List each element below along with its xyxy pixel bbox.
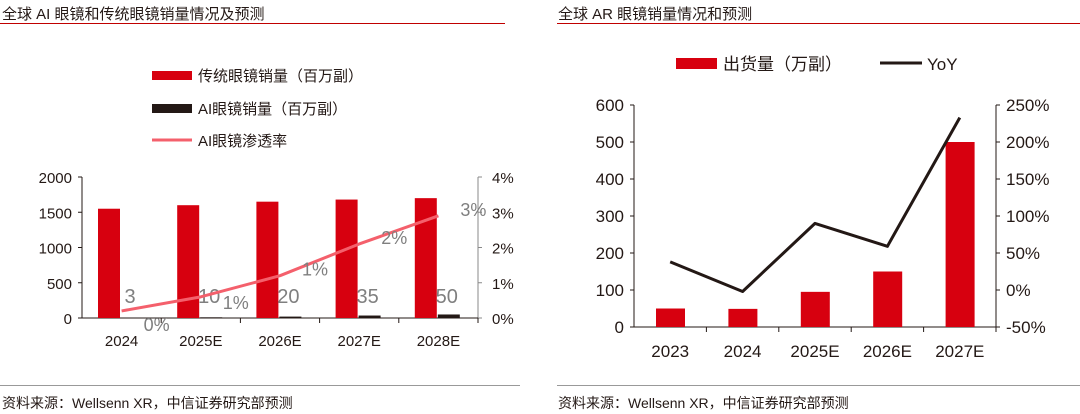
right-right-tick-label: -50% xyxy=(1006,318,1046,337)
right-right-tick-label: 200% xyxy=(1006,133,1049,152)
left-bar-main xyxy=(256,201,279,318)
right-x-tick-label: 2027E xyxy=(935,342,984,361)
legend-swatch-traditional xyxy=(152,71,192,80)
right-right-tick-label: 0% xyxy=(1006,281,1031,300)
left-left-tick-label: 2000 xyxy=(39,170,72,187)
left-left-tick-label: 1500 xyxy=(39,205,72,222)
left-line-data-label: 0% xyxy=(144,315,170,335)
right-source-rule xyxy=(557,385,1080,386)
right-right-tick-label: 100% xyxy=(1006,207,1049,226)
left-x-tick-label: 2026E xyxy=(258,333,301,350)
left-chart-title: 全球 AI 眼镜和传统眼镜销量情况及预测 xyxy=(2,6,265,23)
right-right-tick-label: 250% xyxy=(1006,96,1049,115)
right-bar-main xyxy=(800,291,830,327)
right-left-tick-label: 300 xyxy=(596,207,624,226)
right-x-tick-label: 2023 xyxy=(651,342,689,361)
right-right-tick-label: 150% xyxy=(1006,170,1049,189)
left-bar-data-label: 10 xyxy=(198,286,220,308)
left-bar-data-label: 20 xyxy=(277,286,299,308)
left-x-tick-label: 2028E xyxy=(417,333,460,350)
left-line-data-label: 1% xyxy=(302,260,328,280)
legend-label-penetration: AI眼镜渗透率 xyxy=(198,132,287,150)
left-line-data-label: 2% xyxy=(381,228,407,248)
right-bar-main xyxy=(728,308,758,327)
legend-label-yoy: YoY xyxy=(927,55,958,74)
right-source: 资料来源：Wellsenn XR，中信证券研究部预测 xyxy=(558,395,849,411)
right-bar-main xyxy=(656,308,685,327)
left-bar-data-label: 50 xyxy=(436,286,458,308)
right-chart-title: 全球 AR 眼镜销量情况和预测 xyxy=(558,6,753,23)
legend-swatch-ai-sales xyxy=(152,104,192,113)
left-right-tick-label: 1% xyxy=(492,276,514,293)
left-line-data-label: 3% xyxy=(460,200,486,220)
right-line-YoY xyxy=(669,116,962,293)
right-x-tick-label: 2024 xyxy=(724,342,762,361)
left-line-data-label: 1% xyxy=(223,293,249,313)
right-x-tick-label: 2025E xyxy=(790,342,839,361)
right-left-tick-label: 200 xyxy=(596,244,624,263)
right-x-tick-label: 2026E xyxy=(863,342,912,361)
right-left-tick-label: 500 xyxy=(596,133,624,152)
right-bar-main xyxy=(873,271,903,327)
left-bar-ai xyxy=(358,315,381,318)
right-left-tick-label: 400 xyxy=(596,170,624,189)
right-left-tick-label: 100 xyxy=(596,281,624,300)
left-source-rule xyxy=(0,385,520,386)
left-bar-main xyxy=(335,199,358,318)
left-source: 资料来源：Wellsenn XR，中信证券研究部预测 xyxy=(2,395,293,411)
left-x-tick-label: 2027E xyxy=(338,333,381,350)
left-bar-main xyxy=(414,198,437,318)
left-bar-main xyxy=(98,208,120,318)
legend-label-shipments: 出货量（万副） xyxy=(723,55,842,74)
legend-label-ai-sales: AI眼镜销量（百万副） xyxy=(198,100,347,118)
left-left-tick-label: 1000 xyxy=(39,241,72,258)
right-left-tick-label: 0 xyxy=(615,318,624,337)
right-title-rule xyxy=(557,23,1080,24)
right-left-tick-label: 600 xyxy=(596,96,624,115)
left-left-tick-label: 500 xyxy=(47,276,72,293)
left-bar-data-label: 35 xyxy=(356,286,378,308)
legend-label-traditional: 传统眼镜销量（百万副） xyxy=(198,67,363,85)
left-bar-ai xyxy=(279,316,302,318)
right-right-tick-label: 50% xyxy=(1006,244,1040,263)
left-right-tick-label: 2% xyxy=(492,241,514,258)
left-x-tick-label: 2024 xyxy=(105,333,138,350)
left-left-tick-label: 0 xyxy=(64,311,72,328)
left-bar-ai xyxy=(437,314,460,318)
left-title-rule xyxy=(0,23,505,24)
left-bar-main xyxy=(177,205,200,318)
legend-swatch-shipments xyxy=(676,58,717,69)
left-x-tick-label: 2025E xyxy=(179,333,222,350)
left-bar-data-label: 3 xyxy=(124,286,135,308)
left-bar-ai xyxy=(200,317,223,318)
left-right-tick-label: 3% xyxy=(492,205,514,222)
right-bar-main xyxy=(945,142,975,327)
left-right-tick-label: 4% xyxy=(492,170,514,187)
left-right-tick-label: 0% xyxy=(492,311,514,328)
